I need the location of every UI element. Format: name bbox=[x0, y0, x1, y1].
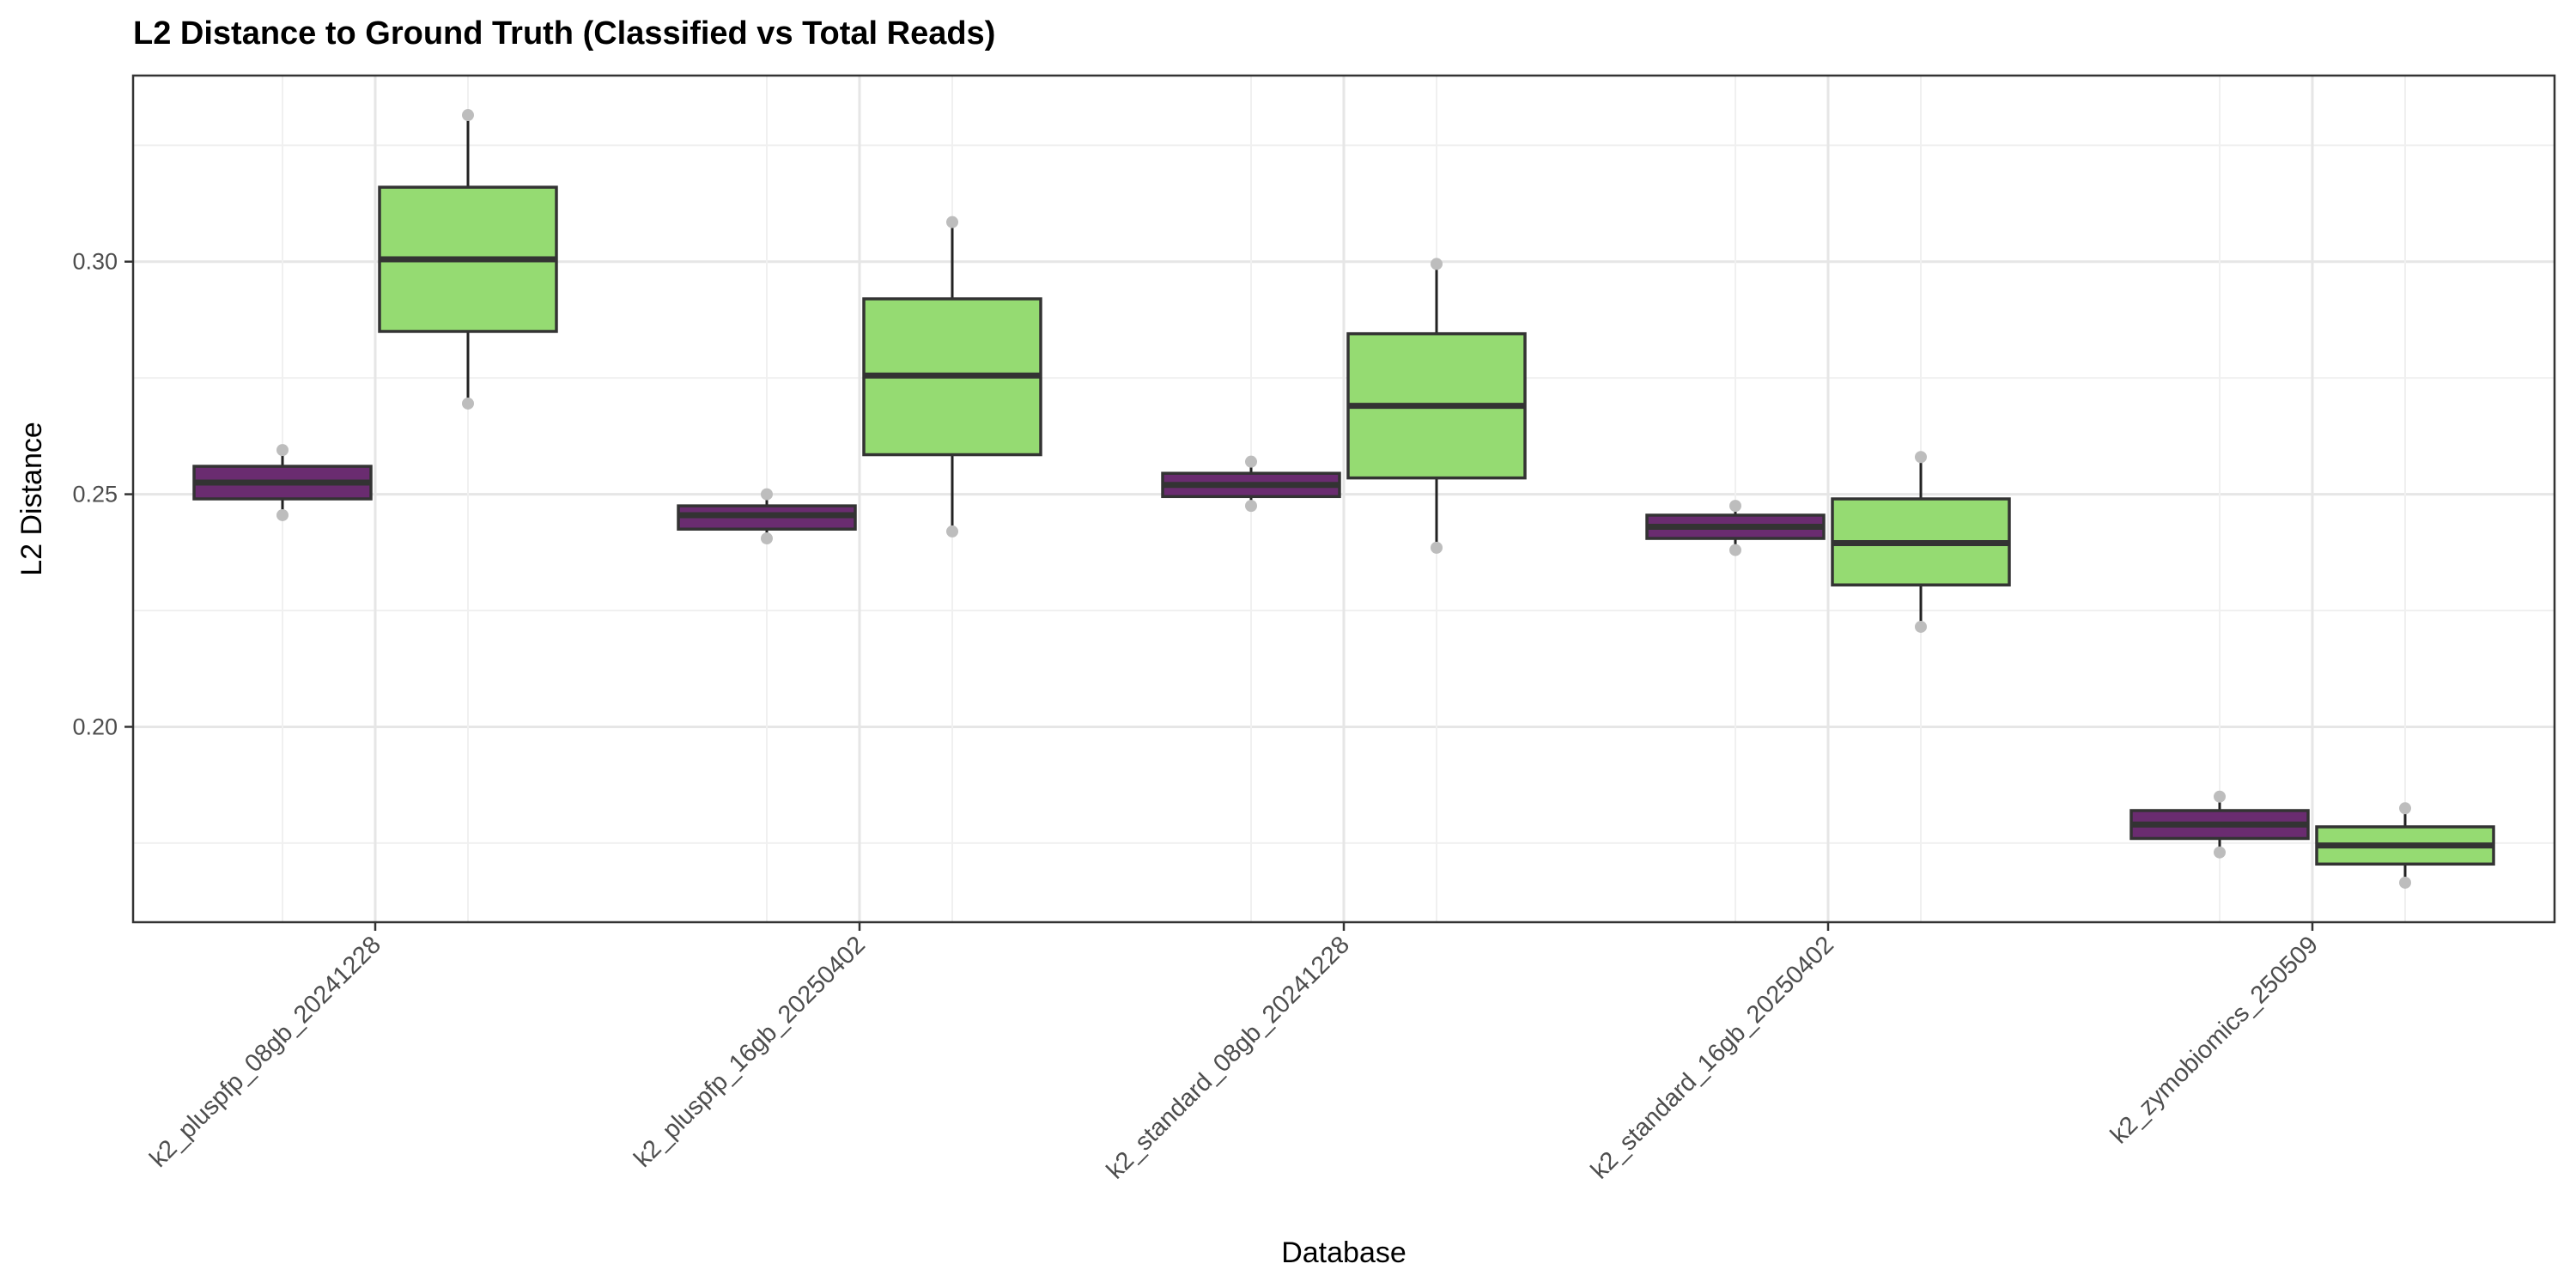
min-point bbox=[1915, 620, 1927, 633]
x-tick-label: k2_pluspfp_08gb_20241228 bbox=[144, 931, 386, 1172]
box-0-1 bbox=[677, 488, 857, 545]
min-point bbox=[1245, 500, 1257, 513]
box-0-0 bbox=[192, 444, 373, 521]
max-point bbox=[761, 488, 773, 501]
min-point bbox=[2214, 846, 2226, 859]
min-point bbox=[2399, 876, 2411, 889]
x-tick-label: k2_zymobiomics_250509 bbox=[2105, 931, 2324, 1149]
max-point bbox=[1245, 455, 1257, 468]
min-point bbox=[761, 532, 773, 545]
box-1-2 bbox=[1346, 258, 1527, 554]
max-point bbox=[1729, 500, 1741, 513]
box-1-4 bbox=[2315, 802, 2495, 889]
y-tick-label: 0.30 bbox=[72, 249, 118, 275]
x-tick-label: k2_pluspfp_16gb_20250402 bbox=[629, 931, 870, 1172]
boxes bbox=[192, 109, 2495, 889]
box-1-1 bbox=[862, 216, 1042, 538]
max-point bbox=[1915, 451, 1927, 464]
box-0-4 bbox=[2129, 790, 2310, 859]
max-point bbox=[946, 216, 958, 228]
y-tick-label: 0.20 bbox=[72, 714, 118, 739]
x-tick-label: k2_standard_16gb_20250402 bbox=[1586, 931, 1839, 1184]
box-1-0 bbox=[378, 109, 558, 410]
y-tick-label: 0.25 bbox=[72, 482, 118, 507]
max-point bbox=[276, 444, 289, 457]
x-tick-label: k2_standard_08gb_20241228 bbox=[1102, 931, 1355, 1184]
max-point bbox=[1431, 258, 1443, 270]
min-point bbox=[1431, 541, 1443, 554]
max-point bbox=[2399, 802, 2411, 815]
min-point bbox=[1729, 544, 1741, 556]
chart-title: L2 Distance to Ground Truth (Classified … bbox=[133, 15, 995, 52]
box-0-3 bbox=[1645, 500, 1826, 556]
max-point bbox=[2214, 790, 2226, 803]
y-axis-title: L2 Distance bbox=[15, 422, 48, 576]
y-axis: 0.20 0.25 0.30 bbox=[72, 249, 133, 739]
box-1-3 bbox=[1831, 451, 2011, 633]
min-point bbox=[276, 508, 289, 521]
x-axis: k2_pluspfp_08gb_20241228 k2_pluspfp_16gb_… bbox=[144, 922, 2324, 1184]
max-point bbox=[462, 109, 474, 122]
min-point bbox=[462, 397, 474, 410]
box-0-2 bbox=[1161, 455, 1341, 513]
min-point bbox=[946, 525, 958, 538]
x-axis-title: Database bbox=[1281, 1236, 1406, 1269]
